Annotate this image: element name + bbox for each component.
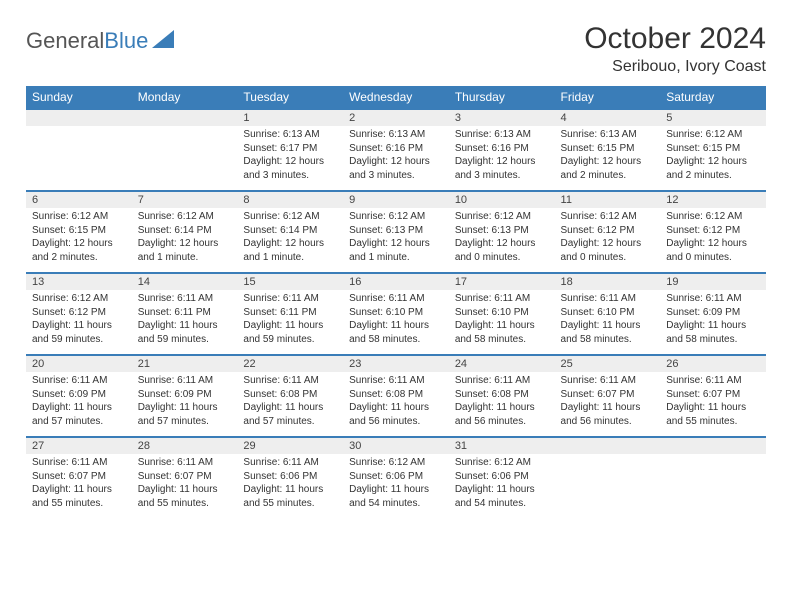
day-number-cell: 27 <box>26 437 132 454</box>
logo-triangle-icon <box>152 30 174 53</box>
day-detail-cell: Sunrise: 6:12 AMSunset: 6:15 PMDaylight:… <box>660 126 766 191</box>
day-number-cell: 19 <box>660 273 766 290</box>
day-number-cell: 8 <box>237 191 343 208</box>
day-detail-cell: Sunrise: 6:11 AMSunset: 6:10 PMDaylight:… <box>343 290 449 355</box>
day-number-cell: 28 <box>132 437 238 454</box>
day-detail-row: Sunrise: 6:11 AMSunset: 6:09 PMDaylight:… <box>26 372 766 437</box>
logo-word2: Blue <box>104 28 148 53</box>
day-detail-cell: Sunrise: 6:11 AMSunset: 6:07 PMDaylight:… <box>26 454 132 518</box>
day-number-row: 12345 <box>26 109 766 126</box>
day-number-cell <box>660 437 766 454</box>
day-number-cell: 29 <box>237 437 343 454</box>
logo: GeneralBlue <box>26 28 174 54</box>
day-detail-cell <box>26 126 132 191</box>
day-detail-cell: Sunrise: 6:12 AMSunset: 6:12 PMDaylight:… <box>660 208 766 273</box>
day-detail-cell: Sunrise: 6:11 AMSunset: 6:11 PMDaylight:… <box>132 290 238 355</box>
day-number-cell: 31 <box>449 437 555 454</box>
day-detail-row: Sunrise: 6:12 AMSunset: 6:15 PMDaylight:… <box>26 208 766 273</box>
day-number-cell: 26 <box>660 355 766 372</box>
day-number-cell: 24 <box>449 355 555 372</box>
day-detail-row: Sunrise: 6:13 AMSunset: 6:17 PMDaylight:… <box>26 126 766 191</box>
day-detail-cell: Sunrise: 6:11 AMSunset: 6:07 PMDaylight:… <box>555 372 661 437</box>
day-detail-cell: Sunrise: 6:11 AMSunset: 6:08 PMDaylight:… <box>343 372 449 437</box>
day-number-row: 2728293031 <box>26 437 766 454</box>
day-number-cell: 6 <box>26 191 132 208</box>
weekday-header: Wednesday <box>343 86 449 109</box>
day-number-row: 13141516171819 <box>26 273 766 290</box>
day-detail-row: Sunrise: 6:12 AMSunset: 6:12 PMDaylight:… <box>26 290 766 355</box>
day-number-cell: 7 <box>132 191 238 208</box>
day-number-cell: 15 <box>237 273 343 290</box>
day-number-cell <box>132 109 238 126</box>
day-number-cell: 2 <box>343 109 449 126</box>
day-number-cell: 17 <box>449 273 555 290</box>
day-detail-cell: Sunrise: 6:11 AMSunset: 6:06 PMDaylight:… <box>237 454 343 518</box>
month-title: October 2024 <box>584 22 766 56</box>
day-number-cell: 18 <box>555 273 661 290</box>
day-detail-cell: Sunrise: 6:12 AMSunset: 6:13 PMDaylight:… <box>449 208 555 273</box>
day-detail-cell: Sunrise: 6:11 AMSunset: 6:09 PMDaylight:… <box>660 290 766 355</box>
day-number-cell: 21 <box>132 355 238 372</box>
weekday-header: Thursday <box>449 86 555 109</box>
day-number-cell: 10 <box>449 191 555 208</box>
day-detail-cell: Sunrise: 6:12 AMSunset: 6:06 PMDaylight:… <box>449 454 555 518</box>
day-detail-cell: Sunrise: 6:11 AMSunset: 6:08 PMDaylight:… <box>449 372 555 437</box>
day-detail-cell: Sunrise: 6:11 AMSunset: 6:09 PMDaylight:… <box>26 372 132 437</box>
day-detail-cell <box>132 126 238 191</box>
logo-word1: General <box>26 28 104 53</box>
day-detail-row: Sunrise: 6:11 AMSunset: 6:07 PMDaylight:… <box>26 454 766 518</box>
day-detail-cell: Sunrise: 6:11 AMSunset: 6:10 PMDaylight:… <box>449 290 555 355</box>
day-number-cell: 30 <box>343 437 449 454</box>
logo-text: GeneralBlue <box>26 28 148 54</box>
day-number-cell: 13 <box>26 273 132 290</box>
weekday-header: Tuesday <box>237 86 343 109</box>
day-detail-cell: Sunrise: 6:11 AMSunset: 6:09 PMDaylight:… <box>132 372 238 437</box>
day-number-cell: 14 <box>132 273 238 290</box>
day-detail-cell: Sunrise: 6:11 AMSunset: 6:08 PMDaylight:… <box>237 372 343 437</box>
day-number-cell: 4 <box>555 109 661 126</box>
day-detail-cell: Sunrise: 6:13 AMSunset: 6:15 PMDaylight:… <box>555 126 661 191</box>
day-number-cell: 25 <box>555 355 661 372</box>
weekday-header: Sunday <box>26 86 132 109</box>
day-number-cell: 23 <box>343 355 449 372</box>
day-number-cell: 12 <box>660 191 766 208</box>
day-detail-cell: Sunrise: 6:12 AMSunset: 6:12 PMDaylight:… <box>555 208 661 273</box>
day-number-cell: 9 <box>343 191 449 208</box>
day-number-cell: 3 <box>449 109 555 126</box>
day-detail-cell: Sunrise: 6:12 AMSunset: 6:14 PMDaylight:… <box>237 208 343 273</box>
day-detail-cell: Sunrise: 6:11 AMSunset: 6:07 PMDaylight:… <box>132 454 238 518</box>
day-number-cell: 1 <box>237 109 343 126</box>
day-number-row: 6789101112 <box>26 191 766 208</box>
location: Seribouo, Ivory Coast <box>584 58 766 76</box>
day-detail-cell <box>660 454 766 518</box>
day-detail-cell: Sunrise: 6:13 AMSunset: 6:16 PMDaylight:… <box>343 126 449 191</box>
day-detail-cell: Sunrise: 6:13 AMSunset: 6:16 PMDaylight:… <box>449 126 555 191</box>
header: GeneralBlue October 2024 Seribouo, Ivory… <box>26 22 766 76</box>
weekday-header: Friday <box>555 86 661 109</box>
day-number-cell: 16 <box>343 273 449 290</box>
day-detail-cell: Sunrise: 6:12 AMSunset: 6:15 PMDaylight:… <box>26 208 132 273</box>
day-number-cell <box>26 109 132 126</box>
day-number-cell <box>555 437 661 454</box>
day-detail-cell: Sunrise: 6:12 AMSunset: 6:12 PMDaylight:… <box>26 290 132 355</box>
title-block: October 2024 Seribouo, Ivory Coast <box>584 22 766 76</box>
weekday-header: Saturday <box>660 86 766 109</box>
calendar-table: SundayMondayTuesdayWednesdayThursdayFrid… <box>26 86 766 518</box>
day-number-cell: 11 <box>555 191 661 208</box>
day-detail-cell: Sunrise: 6:12 AMSunset: 6:06 PMDaylight:… <box>343 454 449 518</box>
day-number-cell: 22 <box>237 355 343 372</box>
day-detail-cell: Sunrise: 6:11 AMSunset: 6:10 PMDaylight:… <box>555 290 661 355</box>
day-detail-cell: Sunrise: 6:12 AMSunset: 6:13 PMDaylight:… <box>343 208 449 273</box>
day-number-cell: 20 <box>26 355 132 372</box>
day-detail-cell <box>555 454 661 518</box>
day-number-cell: 5 <box>660 109 766 126</box>
day-detail-cell: Sunrise: 6:12 AMSunset: 6:14 PMDaylight:… <box>132 208 238 273</box>
day-detail-cell: Sunrise: 6:11 AMSunset: 6:11 PMDaylight:… <box>237 290 343 355</box>
day-detail-cell: Sunrise: 6:11 AMSunset: 6:07 PMDaylight:… <box>660 372 766 437</box>
weekday-header: Monday <box>132 86 238 109</box>
weekday-header-row: SundayMondayTuesdayWednesdayThursdayFrid… <box>26 86 766 109</box>
day-detail-cell: Sunrise: 6:13 AMSunset: 6:17 PMDaylight:… <box>237 126 343 191</box>
day-number-row: 20212223242526 <box>26 355 766 372</box>
